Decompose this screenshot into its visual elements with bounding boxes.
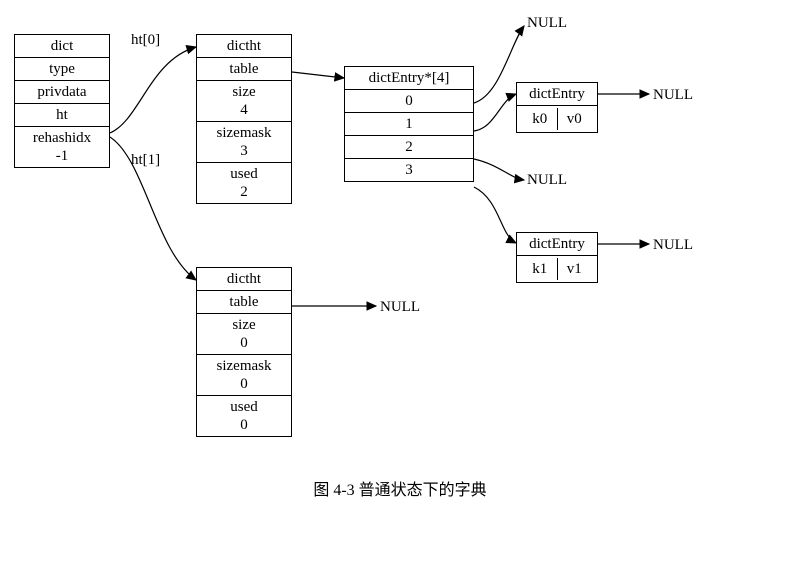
table-array: dictEntry*[4] 0 1 2 3 <box>344 66 474 182</box>
edge-slot2 <box>474 159 524 180</box>
edge-slot1 <box>474 94 516 131</box>
null-ht1-table: NULL <box>380 299 420 316</box>
null-entry0-next: NULL <box>653 87 693 104</box>
dictht0-table: table <box>197 58 291 81</box>
edge-slot3 <box>474 187 516 243</box>
dict-field-type: type <box>15 58 109 81</box>
dictht1-used: used 0 <box>197 396 291 436</box>
dictht0-size: size 4 <box>197 81 291 122</box>
null-slot2: NULL <box>527 172 567 189</box>
dict-title: dict <box>15 35 109 58</box>
dictht0-used: used 2 <box>197 163 291 203</box>
entry0-struct: dictEntry k0 v0 <box>516 82 598 133</box>
entry0-title: dictEntry <box>517 83 597 106</box>
entry1-title: dictEntry <box>517 233 597 256</box>
dictht1-table: table <box>197 291 291 314</box>
table-slot-2: 2 <box>345 136 473 159</box>
dictht0-struct: dictht table size 4 sizemask 3 used 2 <box>196 34 292 204</box>
dict-field-privdata: privdata <box>15 81 109 104</box>
dict-field-rehashidx: rehashidx -1 <box>15 127 109 167</box>
entry0-val: v0 <box>558 108 592 130</box>
table-title: dictEntry*[4] <box>345 67 473 90</box>
edge-label-ht0: ht[0] <box>131 32 160 49</box>
entry0-kv: k0 v0 <box>517 106 597 132</box>
table-slot-3: 3 <box>345 159 473 181</box>
entry1-key: k1 <box>523 258 558 280</box>
dictht0-title: dictht <box>197 35 291 58</box>
null-entry1-next: NULL <box>653 237 693 254</box>
dict-struct: dict type privdata ht rehashidx -1 <box>14 34 110 168</box>
entry1-val: v1 <box>558 258 592 280</box>
figure-caption: 图 4-3 普通状态下的字典 <box>250 476 550 500</box>
dictht1-size: size 0 <box>197 314 291 355</box>
dictht1-struct: dictht table size 0 sizemask 0 used 0 <box>196 267 292 437</box>
dictht0-sizemask: sizemask 3 <box>197 122 291 163</box>
edge-table0 <box>292 72 344 78</box>
dict-field-ht: ht <box>15 104 109 127</box>
null-slot0: NULL <box>527 15 567 32</box>
entry0-key: k0 <box>523 108 558 130</box>
dictht1-title: dictht <box>197 268 291 291</box>
table-slot-0: 0 <box>345 90 473 113</box>
entry1-struct: dictEntry k1 v1 <box>516 232 598 283</box>
edge-label-ht1: ht[1] <box>131 152 160 169</box>
table-slot-1: 1 <box>345 113 473 136</box>
entry1-kv: k1 v1 <box>517 256 597 282</box>
dictht1-sizemask: sizemask 0 <box>197 355 291 396</box>
edge-ht0 <box>110 47 196 133</box>
